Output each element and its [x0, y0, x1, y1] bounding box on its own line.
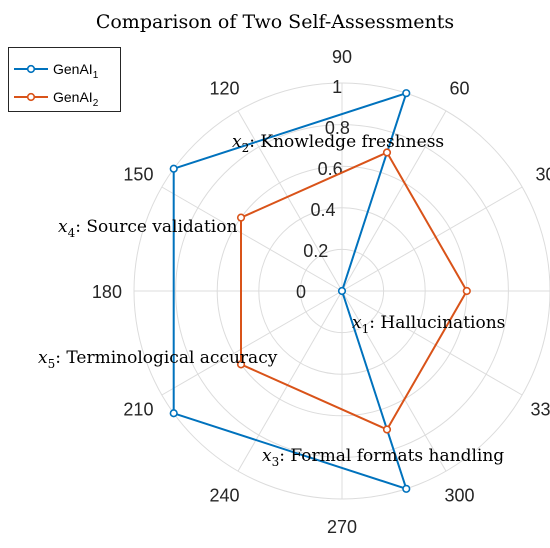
data-point: [337, 286, 347, 296]
data-point: [382, 148, 392, 157]
theta-tick-label: 120: [209, 78, 239, 98]
legend-label: GenAI2: [53, 89, 99, 109]
theta-tick-label: 330: [531, 400, 550, 420]
theta-tick-label: 60: [450, 78, 470, 98]
r-tick-label: 0.2: [303, 241, 328, 261]
theta-tick-label: 30: [536, 164, 550, 184]
data-point: [169, 409, 178, 418]
chart-title: Comparison of Two Self-Assessments: [96, 11, 454, 33]
r-tick-label: 0.8: [325, 118, 350, 138]
grid-spoke: [341, 290, 523, 396]
series-lines: [169, 89, 471, 493]
legend: GenAI1 GenAI2: [8, 47, 121, 112]
grid-spoke: [341, 186, 523, 292]
annotation-x5: x5: Terminological accuracy: [38, 348, 278, 371]
theta-tick-label: 300: [444, 486, 474, 506]
data-point: [462, 286, 471, 296]
r-tick-label: 0: [296, 282, 306, 302]
data-point: [236, 360, 246, 369]
axis-annotations: x1: Hallucinations x2: Knowledge freshnes…: [38, 132, 505, 469]
series-line-2: [240, 151, 468, 431]
theta-tick-label: 150: [123, 164, 153, 184]
polar-grid: [133, 82, 550, 500]
r-tick-label: 0.4: [310, 200, 335, 220]
grid-spoke: [237, 110, 343, 292]
r-tick-label: 0.6: [318, 159, 343, 179]
grid-spoke: [341, 290, 447, 472]
annotation-x3: x3: Formal formats handling: [262, 446, 504, 469]
annotation-x1: x1: Hallucinations: [352, 313, 505, 336]
data-point: [402, 89, 411, 98]
legend-marker: [26, 92, 36, 102]
legend-label: GenAI1: [53, 61, 99, 81]
theta-tick-label: 210: [123, 400, 153, 420]
theta-tick-label: 90: [332, 47, 352, 67]
data-point: [236, 213, 246, 222]
series-line-1: [172, 91, 408, 491]
data-point: [169, 164, 178, 173]
angle-tick-labels: 0 30 60 90 120 150 180 210 240 270 300 330: [92, 47, 550, 537]
annotation-x2: x2: Knowledge freshness: [232, 132, 444, 155]
legend-box: [8, 47, 121, 112]
data-point: [382, 425, 392, 434]
legend-marker: [26, 64, 36, 74]
r-tick-label: 1: [332, 77, 342, 97]
theta-tick-label: 180: [92, 282, 122, 302]
theta-tick-label: 240: [209, 486, 239, 506]
theta-tick-label: 270: [327, 517, 357, 537]
grid-spoke: [237, 290, 343, 472]
radial-tick-labels: 0 0.2 0.4 0.6 0.8 1: [296, 77, 350, 302]
grid-spoke: [341, 110, 447, 292]
annotation-x4: x4: Source validation: [58, 217, 237, 240]
grid-spoke: [161, 186, 343, 292]
data-point: [402, 484, 411, 493]
grid-spoke: [161, 290, 343, 396]
